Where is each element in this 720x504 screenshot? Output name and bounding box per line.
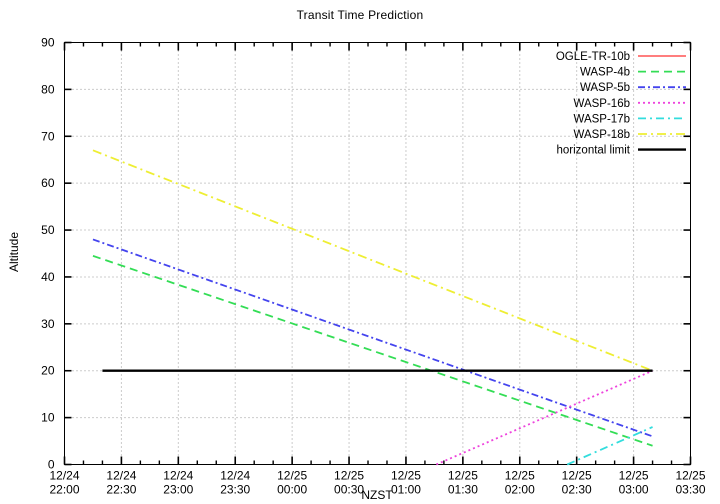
y-tick-label: 90 — [41, 36, 55, 50]
y-tick-label: 50 — [41, 223, 55, 237]
series-line — [435, 369, 653, 466]
legend-label: WASP-16b — [574, 98, 630, 110]
grid-vertical — [120, 42, 635, 465]
svg-text:12/25: 12/25 — [391, 469, 421, 483]
svg-text:23:30: 23:30 — [220, 483, 250, 497]
y-tick-label: 80 — [41, 82, 55, 96]
y-tick-label: 20 — [41, 364, 55, 378]
legend-label: WASP-18b — [574, 129, 630, 141]
svg-text:02:30: 02:30 — [562, 483, 592, 497]
series-lines — [92, 149, 653, 466]
svg-text:12/25: 12/25 — [334, 469, 364, 483]
svg-text:00:30: 00:30 — [334, 483, 364, 497]
y-axis-tick-labels: 0 10 20 30 40 50 60 70 80 90 — [41, 36, 55, 472]
svg-text:00:00: 00:00 — [277, 483, 307, 497]
x-axis-ticks — [63, 42, 692, 465]
y-tick-label: 30 — [41, 317, 55, 331]
legend-label: WASP-17b — [574, 113, 630, 125]
x-axis-minor-ticks — [82, 42, 673, 465]
series-line — [92, 254, 653, 447]
legend-label: OGLE-TR-10b — [556, 51, 630, 63]
series-line — [92, 238, 653, 438]
svg-text:12/25: 12/25 — [675, 469, 705, 483]
svg-text:12/25: 12/25 — [505, 469, 535, 483]
svg-text:02:00: 02:00 — [505, 483, 535, 497]
legend-label: horizontal limit — [557, 145, 631, 157]
plot-frame — [64, 42, 691, 465]
svg-text:22:00: 22:00 — [49, 483, 79, 497]
y-tick-label: 40 — [41, 270, 55, 284]
legend-label: WASP-4b — [580, 67, 630, 79]
svg-text:01:30: 01:30 — [448, 483, 478, 497]
y-tick-label: 10 — [41, 411, 55, 425]
y-tick-label: 0 — [48, 458, 55, 472]
x-axis-tick-labels: 12/2422:0012/2422:3012/2423:0012/2423:30… — [49, 469, 705, 497]
svg-text:12/25: 12/25 — [562, 469, 592, 483]
x-axis-label: NZST — [361, 488, 393, 502]
svg-text:12/24: 12/24 — [220, 469, 250, 483]
svg-text:03:30: 03:30 — [675, 483, 705, 497]
svg-text:22:30: 22:30 — [106, 483, 136, 497]
svg-text:01:00: 01:00 — [391, 483, 421, 497]
y-tick-label: 70 — [41, 129, 55, 143]
svg-text:03:00: 03:00 — [619, 483, 649, 497]
y-tick-label: 60 — [41, 176, 55, 190]
chart-title: Transit Time Prediction — [296, 8, 424, 22]
svg-text:12/24: 12/24 — [106, 469, 136, 483]
y-axis-label: Altitude — [7, 232, 21, 272]
svg-text:12/24: 12/24 — [163, 469, 193, 483]
svg-text:12/25: 12/25 — [619, 469, 649, 483]
svg-text:12/24: 12/24 — [49, 469, 79, 483]
chart-legend: OGLE-TR-10b WASP-4b WASP-5b WASP-16b WASP-17… — [556, 51, 686, 157]
svg-text:23:00: 23:00 — [163, 483, 193, 497]
legend-label: WASP-5b — [580, 82, 630, 94]
y-axis-ticks — [64, 41, 691, 466]
series-line — [566, 426, 653, 466]
series-line — [92, 149, 653, 372]
svg-text:12/25: 12/25 — [277, 469, 307, 483]
svg-text:12/25: 12/25 — [448, 469, 478, 483]
